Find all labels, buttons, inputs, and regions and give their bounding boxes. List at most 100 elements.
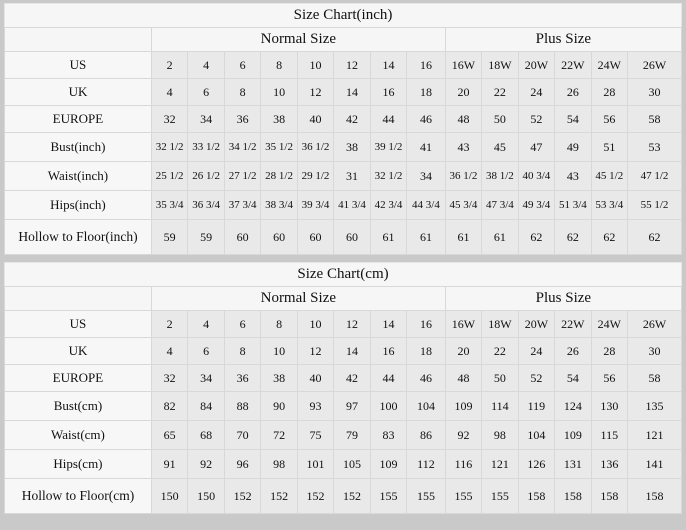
table-row: UK 4 6 8 10 12 14 16 18 20 22 24 26 28 30 [4, 78, 682, 106]
table-cell: 18W [481, 51, 519, 79]
table-cell: 14 [369, 51, 408, 79]
table-cell: 48 [444, 364, 483, 392]
table-cell: 82 [150, 391, 189, 421]
table-cell: 65 [150, 420, 189, 450]
table-cell: 75 [296, 420, 335, 450]
table-cell: 45 [481, 132, 519, 162]
table-cell: 10 [260, 78, 298, 106]
table-cell: 22W [554, 51, 592, 79]
table-cell: 155 [481, 478, 519, 514]
table-cell: 38 [260, 364, 298, 392]
table-cell: 45 1/2 [590, 161, 629, 191]
table-cell: 39 3/4 [296, 190, 335, 220]
table-cell: 22 [481, 337, 519, 365]
table-cell: 59 [187, 219, 225, 255]
table-cell: 84 [187, 391, 225, 421]
group-header-normal-size: Normal Size [150, 27, 446, 52]
table-cell: 12 [333, 310, 371, 338]
table-cell: 36 3/4 [187, 190, 225, 220]
table-cell: 54 [554, 105, 592, 133]
table-cell: 36 1/2 [444, 161, 483, 191]
table-cell: 16 [369, 78, 408, 106]
table-cell: 16 [406, 51, 446, 79]
table-cell: 121 [627, 420, 682, 450]
chart-title: Size Chart(inch) [4, 3, 682, 28]
row-label: Hips(cm) [4, 449, 152, 479]
group-header-row: Normal Size Plus Size [4, 27, 683, 52]
table-cell: 43 [444, 132, 483, 162]
table-cell: 97 [333, 391, 371, 421]
table-cell: 83 [369, 420, 408, 450]
table-cell: 12 [296, 337, 335, 365]
table-cell: 34 1/2 [223, 132, 262, 162]
size-chart-cm: Size Chart(cm) Normal Size Plus Size US 2 4 6 8… [4, 262, 683, 514]
table-row: US 2 4 6 8 10 12 14 16 16W 18W 20W 22W 24W 26W [4, 51, 682, 79]
table-cell: 32 [150, 105, 189, 133]
table-cell: 114 [481, 391, 519, 421]
table-cell: 98 [481, 420, 519, 450]
table-cell: 35 3/4 [150, 190, 189, 220]
table-cell: 50 [481, 364, 519, 392]
table-cell: 4 [187, 310, 225, 338]
table-cell: 92 [187, 449, 225, 479]
table-cell: 16W [444, 51, 483, 79]
table-cell: 24W [590, 51, 629, 79]
table-cell: 109 [444, 391, 483, 421]
table-cell: 54 [554, 364, 592, 392]
table-row: Hollow to Floor(inch) 59 59 60 60 60 60 61 61 61 6… [4, 219, 682, 255]
table-cell: 96 [223, 449, 262, 479]
table-cell: 4 [187, 51, 225, 79]
table-cell: 18 [406, 78, 446, 106]
table-cell: 100 [369, 391, 408, 421]
table-cell: 60 [296, 219, 335, 255]
table-cell: 33 1/2 [187, 132, 225, 162]
table-row: EUROPE 32 34 36 38 40 42 44 46 48 50 52 54 56 58 [4, 105, 682, 133]
table-row: Waist(cm) 65 68 70 72 75 79 83 86 92 98 104 109 115 12… [4, 420, 682, 450]
table-cell: 104 [517, 420, 556, 450]
table-cell: 90 [260, 391, 298, 421]
table-cell: 68 [187, 420, 225, 450]
table-cell: 98 [260, 449, 298, 479]
row-label: UK [4, 337, 152, 365]
table-cell: 39 1/2 [369, 132, 408, 162]
table-cell: 45 3/4 [444, 190, 483, 220]
table-cell: 16 [369, 337, 408, 365]
table-cell: 56 [590, 364, 629, 392]
table-cell: 22 [481, 78, 519, 106]
row-label: Waist(inch) [4, 161, 152, 191]
table-cell: 51 3/4 [554, 190, 592, 220]
table-cell: 152 [296, 478, 335, 514]
table-cell: 10 [296, 51, 335, 79]
row-label: EUROPE [4, 364, 152, 392]
size-chart-inch: Size Chart(inch) Normal Size Plus Size US 2 4… [4, 3, 683, 255]
table-cell: 20 [444, 337, 483, 365]
table-cell: 34 [406, 161, 446, 191]
table-cell: 30 [627, 337, 682, 365]
table-cell: 62 [554, 219, 592, 255]
table-cell: 59 [150, 219, 189, 255]
row-label: Hollow to Floor(cm) [4, 478, 152, 514]
table-row: UK 4 6 8 10 12 14 16 18 20 22 24 26 28 30 [4, 337, 682, 365]
table-cell: 119 [517, 391, 556, 421]
table-cell: 6 [187, 337, 225, 365]
table-cell: 8 [223, 78, 262, 106]
group-header-plus-size: Plus Size [444, 286, 683, 311]
table-cell: 18W [481, 310, 519, 338]
table-cell: 158 [627, 478, 682, 514]
table-cell: 38 [260, 105, 298, 133]
table-cell: 55 1/2 [627, 190, 682, 220]
group-header-plus-size: Plus Size [444, 27, 683, 52]
table-cell: 24 [517, 78, 556, 106]
chart-title-row: Size Chart(inch) [4, 3, 682, 28]
table-cell: 30 [627, 78, 682, 106]
row-label: Bust(cm) [4, 391, 152, 421]
table-cell: 4 [150, 337, 189, 365]
table-cell: 12 [296, 78, 335, 106]
table-cell: 24W [590, 310, 629, 338]
table-cell: 8 [260, 51, 298, 79]
table-cell: 42 [333, 364, 371, 392]
group-header-spacer [4, 27, 152, 52]
table-cell: 72 [260, 420, 298, 450]
table-cell: 121 [481, 449, 519, 479]
row-label: US [4, 310, 152, 338]
